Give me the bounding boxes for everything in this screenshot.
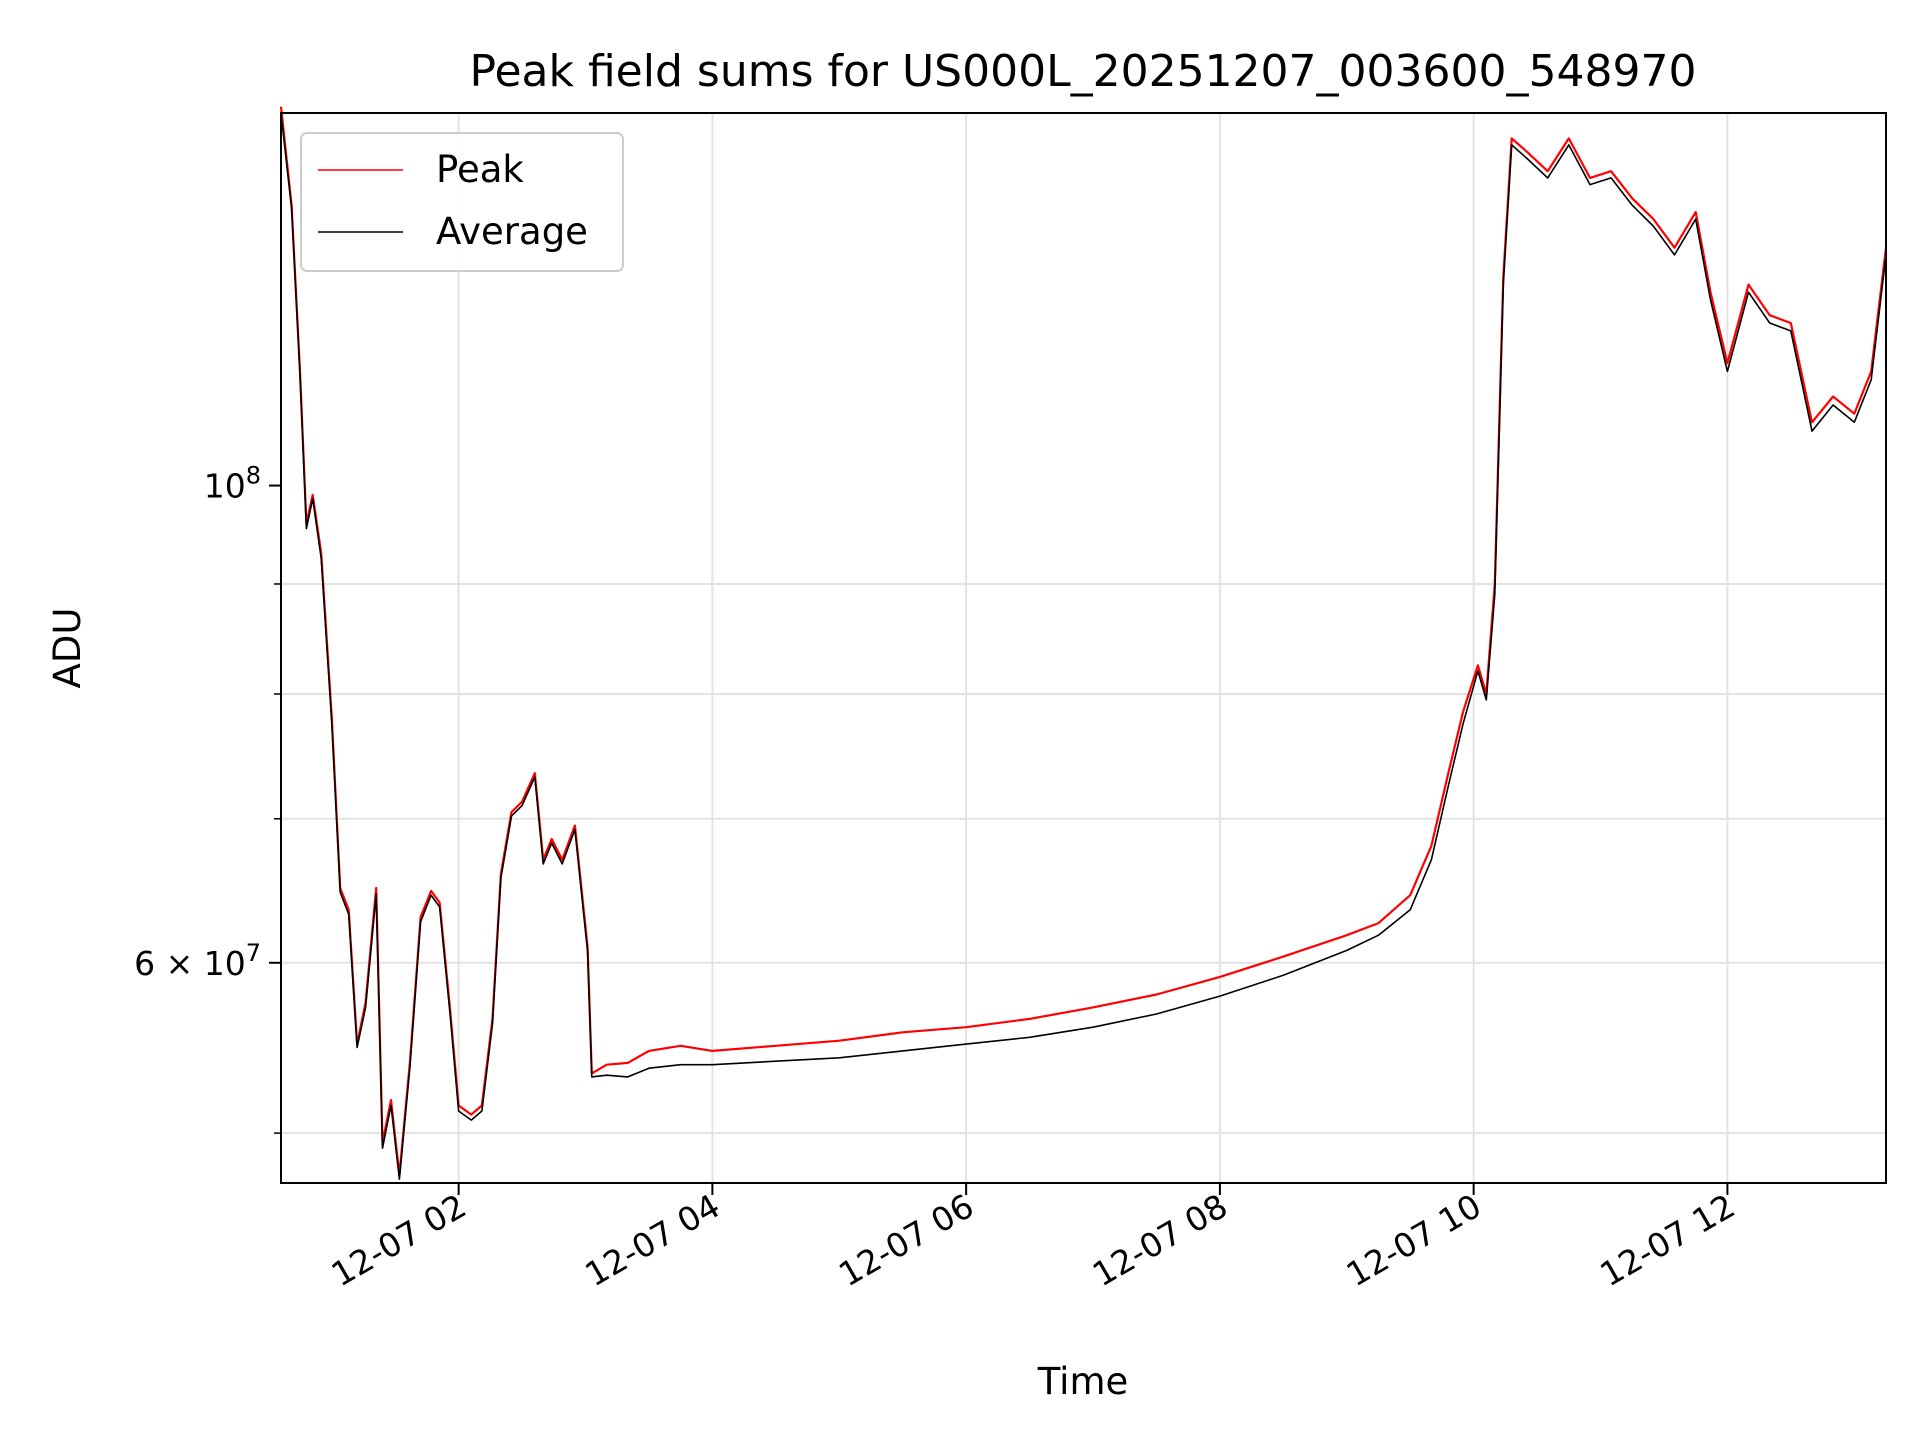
legend: Peak Average xyxy=(300,132,624,272)
grid xyxy=(281,113,1886,1183)
legend-box xyxy=(300,132,624,272)
series-line-peak xyxy=(279,106,1888,1177)
y-tick-label: 6 × 107 xyxy=(134,939,261,983)
series-line-average xyxy=(280,112,1887,1180)
plot-frame xyxy=(280,112,1887,1184)
chart-title: Peak field sums for US000L_20251207_0036… xyxy=(470,46,1697,97)
x-axis-label: Time xyxy=(1037,1360,1129,1403)
legend-label-peak: Peak xyxy=(436,148,524,191)
series-layer xyxy=(279,106,1888,1180)
y-tick-label: 108 xyxy=(204,462,261,506)
y-axis-label: ADU xyxy=(46,608,89,689)
legend-label-average: Average xyxy=(436,210,588,253)
